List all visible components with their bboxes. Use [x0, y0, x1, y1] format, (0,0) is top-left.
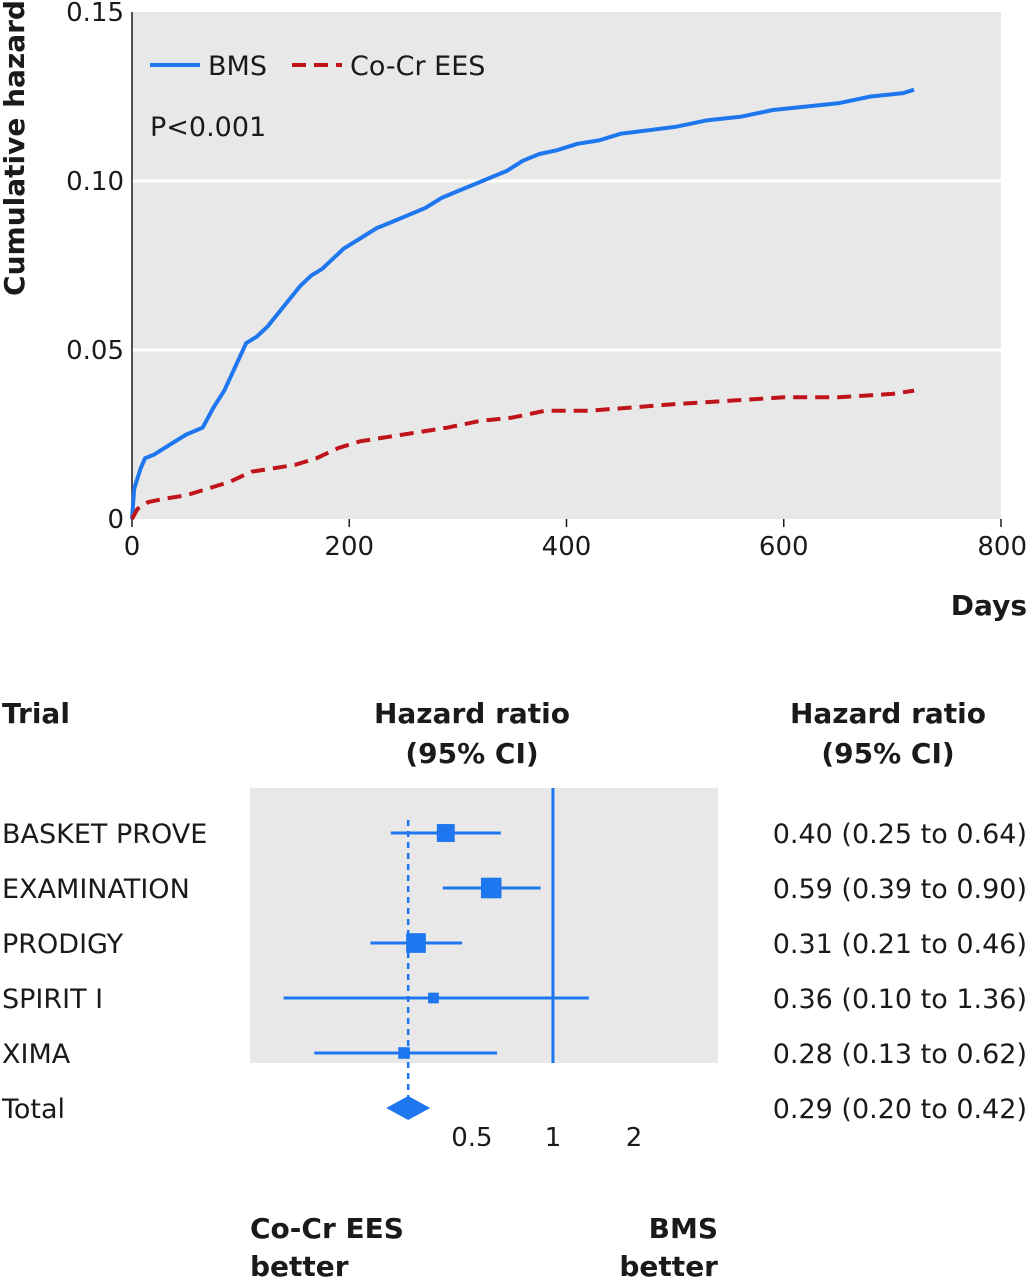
point-estimate-marker	[428, 992, 439, 1004]
point-estimate-marker	[480, 877, 502, 899]
favours-left-line2: better	[250, 1250, 349, 1280]
legend-label-cocr-ees: Co-Cr EES	[350, 51, 485, 82]
gridlines	[132, 179, 1001, 352]
forest-rows: BASKET PROVE 0.40 (0.25 to 0.64) EXAMINATI…	[1, 819, 1027, 1125]
legend: BMS Co-Cr EES	[150, 51, 485, 82]
cumulative-hazard-chart: 0 0.05 0.10 0.15 0 200 400 600 800 Cumulative h…	[0, 0, 1027, 622]
forest-row: XIMA 0.28 (0.13 to 0.62)	[2, 1039, 1027, 1070]
forest-x-tick-label: 0.5	[451, 1123, 492, 1153]
series-lines	[130, 87, 915, 520]
legend-label-bms: BMS	[208, 51, 267, 82]
trial-name: Total	[1, 1094, 65, 1125]
pooled-estimate-diamond	[386, 1096, 431, 1120]
favours-left-line1: Co-Cr EES	[250, 1212, 404, 1245]
x-axis-title: Days	[951, 589, 1027, 622]
forest-row: EXAMINATION 0.59 (0.39 to 0.90)	[2, 874, 1027, 905]
trial-column-header: Trial	[2, 697, 70, 730]
forest-x-tick-labels: 0.5 1 2	[451, 1123, 642, 1153]
point-estimate-marker	[398, 1047, 410, 1059]
forest-x-tick-label: 2	[626, 1123, 643, 1153]
plot-background	[132, 12, 1001, 519]
x-tick-label: 400	[542, 532, 592, 562]
trial-name: SPIRIT I	[2, 984, 103, 1015]
y-tick-label: 0.15	[66, 0, 124, 28]
x-tick-labels: 0 200 400 600 800	[124, 519, 1027, 562]
forest-row: BASKET PROVE 0.40 (0.25 to 0.64)	[2, 819, 1027, 850]
hazard-ratio-header-line1: Hazard ratio	[374, 697, 570, 730]
forest-plot-background	[250, 788, 718, 1063]
y-tick-label: 0.05	[66, 336, 124, 366]
trial-name: XIMA	[2, 1039, 71, 1070]
hazard-ratio-header-line2: (95% CI)	[405, 737, 538, 770]
series-line-bms	[130, 87, 915, 520]
trial-name: EXAMINATION	[2, 874, 190, 905]
series-line-co-cr-ees	[130, 388, 915, 520]
hazard-ratio-value: 0.59 (0.39 to 0.90)	[773, 874, 1027, 905]
y-axis-title: Cumulative hazard	[0, 0, 31, 296]
x-tick-label: 200	[324, 532, 374, 562]
hazard-ratio-value: 0.29 (0.20 to 0.42)	[773, 1094, 1027, 1125]
hazard-ratio-value: 0.36 (0.10 to 1.36)	[773, 984, 1027, 1015]
favours-right-line1: BMS	[649, 1212, 718, 1245]
y-tick-labels: 0 0.05 0.10 0.15	[66, 0, 124, 535]
x-tick-label: 0	[124, 532, 141, 562]
y-tick-label: 0.10	[66, 167, 124, 197]
forest-x-tick-label: 1	[545, 1123, 562, 1153]
x-tick-label: 800	[977, 532, 1027, 562]
favours-right-line2: better	[619, 1250, 718, 1280]
trial-name: BASKET PROVE	[2, 819, 207, 850]
point-estimate-marker	[436, 824, 455, 842]
point-estimate-marker	[406, 933, 426, 953]
hazard-ratio-value: 0.31 (0.21 to 0.46)	[773, 929, 1027, 960]
hazard-ratio-value: 0.28 (0.13 to 0.62)	[773, 1039, 1027, 1070]
p-value-annotation: P<0.001	[150, 112, 266, 143]
forest-row: PRODIGY 0.31 (0.21 to 0.46)	[2, 929, 1027, 960]
hr-column-header-line1: Hazard ratio	[790, 697, 986, 730]
forest-plot: Trial Hazard ratio (95% CI) Hazard ratio…	[1, 697, 1027, 1280]
trial-name: PRODIGY	[2, 929, 124, 960]
hazard-ratio-value: 0.40 (0.25 to 0.64)	[773, 819, 1027, 850]
hr-column-header-line2: (95% CI)	[821, 737, 954, 770]
x-tick-label: 600	[759, 532, 809, 562]
y-tick-label: 0	[107, 505, 124, 535]
forest-row-total: Total 0.29 (0.20 to 0.42)	[1, 1094, 1027, 1125]
forest-row: SPIRIT I 0.36 (0.10 to 1.36)	[2, 984, 1027, 1015]
